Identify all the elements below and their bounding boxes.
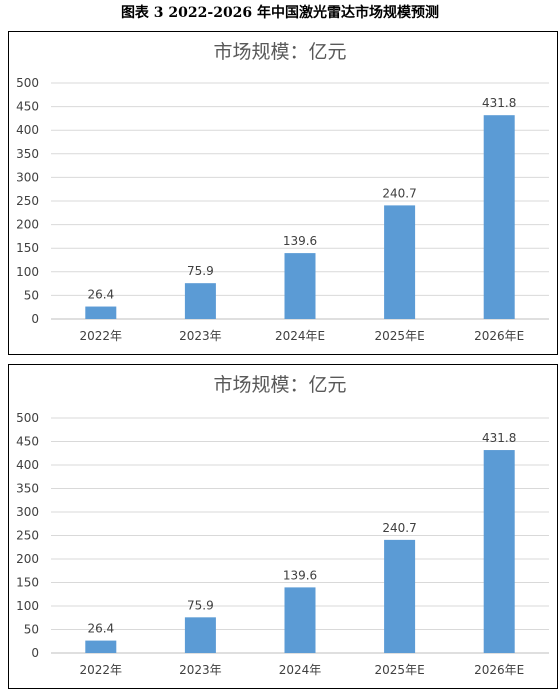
bar-2025年E (384, 205, 416, 319)
y-tick-label: 350 (16, 147, 39, 161)
y-tick-label: 500 (16, 76, 39, 90)
bar-2024年 (284, 587, 316, 653)
chart-title: 市场规模：亿元 (213, 41, 346, 63)
chart-title: 市场规模：亿元 (213, 374, 346, 396)
x-category-label: 2023年 (179, 663, 222, 677)
bar-chart-1: 市场规模：亿元 0 50 100 150 200 250 300 350 400 450 500 26.… (16, 41, 549, 343)
data-label: 139.6 (283, 234, 317, 248)
x-category-label: 2022年 (80, 663, 123, 677)
y-tick-label: 450 (16, 100, 39, 114)
x-category-label: 2024年 (279, 663, 322, 677)
data-label: 240.7 (382, 521, 416, 535)
data-label: 139.6 (283, 568, 317, 582)
y-tick-label: 200 (16, 552, 39, 566)
y-tick-label: 100 (16, 599, 39, 613)
y-tick-label: 350 (16, 482, 39, 496)
bar-2026年E (483, 115, 515, 319)
chart-panel-1: 市场规模：亿元 0 50 100 150 200 250 300 350 400 450 500 26.… (8, 31, 558, 355)
y-tick-label: 150 (16, 241, 39, 255)
data-label: 26.4 (87, 622, 114, 636)
x-category-label: 2024年E (275, 329, 325, 343)
y-tick-label: 250 (16, 529, 39, 543)
y-tick-label: 50 (24, 623, 39, 637)
y-tick-label: 100 (16, 265, 39, 279)
y-tick-label: 400 (16, 458, 39, 472)
y-tick-label: 300 (16, 170, 39, 184)
x-category-label: 2026年E (474, 663, 524, 677)
data-label: 431.8 (482, 96, 516, 110)
y-tick-label: 50 (24, 288, 39, 302)
data-label: 75.9 (187, 598, 214, 612)
bar-2026年E (483, 450, 515, 653)
y-tick-label: 500 (16, 411, 39, 425)
data-label: 431.8 (482, 431, 516, 445)
y-tick-label: 400 (16, 123, 39, 137)
bar-2023年 (184, 617, 216, 653)
data-label: 26.4 (87, 288, 114, 302)
x-category-label: 2023年 (179, 329, 222, 343)
data-label: 75.9 (187, 264, 214, 278)
bar-2024年E (284, 253, 316, 319)
bar-2022年 (85, 640, 117, 653)
bar-chart-2: 市场规模：亿元 0 50 100 150 200 250 300 350 400 450 500 26.… (16, 374, 549, 677)
bar-2022年 (85, 306, 117, 319)
x-category-label: 2025年E (375, 663, 425, 677)
figure-caption: 图表 3 2022-2026 年中国激光雷达市场规模预测 (120, 5, 440, 21)
x-category-label: 2026年E (474, 329, 524, 343)
y-tick-label: 250 (16, 194, 39, 208)
x-category-label: 2025年E (375, 329, 425, 343)
bar-2025年E (384, 539, 416, 653)
y-tick-label: 450 (16, 435, 39, 449)
bar-2023年 (184, 283, 216, 319)
y-tick-label: 0 (31, 646, 39, 660)
data-label: 240.7 (382, 186, 416, 200)
x-category-label: 2022年 (80, 329, 123, 343)
chart-panel-2: 市场规模：亿元 0 50 100 150 200 250 300 350 400 450 500 26.… (8, 364, 558, 689)
y-tick-label: 150 (16, 576, 39, 590)
y-tick-label: 200 (16, 218, 39, 232)
y-tick-label: 0 (31, 312, 39, 326)
y-tick-label: 300 (16, 505, 39, 519)
